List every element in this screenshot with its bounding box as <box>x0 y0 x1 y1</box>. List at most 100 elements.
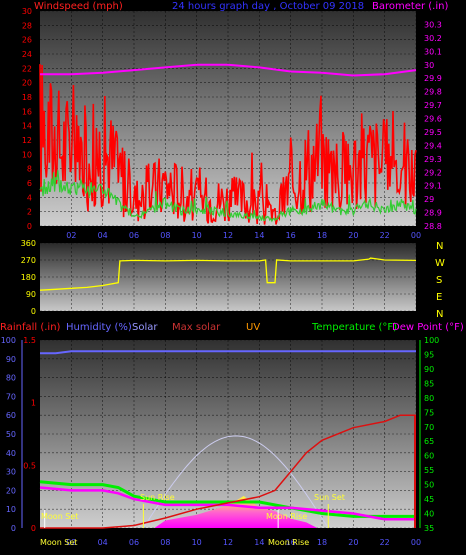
direction-tick-label: 90 <box>26 290 36 299</box>
temp-tick-label: 85 <box>424 379 434 388</box>
axis-labels: 02468101214161820222426283028.828.92929.… <box>1 7 442 547</box>
event-moon-rise: Moon Rise <box>266 512 307 521</box>
temperature-line <box>39 480 416 518</box>
wind-tick-label: 24 <box>22 50 32 59</box>
direction-tick-label: 360 <box>21 239 36 248</box>
compass-w: W <box>435 258 445 269</box>
temp-tick-label: 65 <box>424 437 434 446</box>
temp-tick-label: 100 <box>424 336 439 345</box>
baro-tick-label: 30.3 <box>424 20 442 29</box>
baro-tick-label: 29.9 <box>424 74 442 83</box>
compass-n-top: N <box>436 241 443 252</box>
x-tick-label: 00 <box>411 231 421 240</box>
climate-marks <box>39 350 416 529</box>
x-tick-label: 00 <box>411 538 421 547</box>
direction-grid <box>40 242 417 312</box>
x-tick-label: 12 <box>223 538 233 547</box>
wind-tick-label: 6 <box>27 179 32 188</box>
humidity-tick-label: 50 <box>6 430 16 439</box>
rain-tick-label: 1 <box>31 399 36 408</box>
temp-tick-label: 80 <box>424 394 434 403</box>
wind-tick-label: 26 <box>22 36 32 45</box>
wind-tick-label: 10 <box>22 150 32 159</box>
temp-tick-label: 50 <box>424 481 434 490</box>
compass-e: E <box>436 292 442 303</box>
wind-gust-line <box>39 170 417 223</box>
wind-tick-label: 30 <box>22 7 32 16</box>
wind-tick-label: 20 <box>22 79 32 88</box>
legend-temperature: Temperature (°F) <box>311 322 397 333</box>
baro-tick-label: 29.6 <box>424 115 442 124</box>
temp-tick-label: 55 <box>424 466 434 475</box>
event-moon-set-left: Moon Set <box>41 512 78 521</box>
event-moon-set-bottom: Moon Set <box>40 538 77 547</box>
solar-area <box>154 496 318 528</box>
wind-tick-label: 28 <box>22 21 32 30</box>
rain-tick-label: 0.5 <box>23 461 36 470</box>
x-tick-label: 10 <box>192 231 202 240</box>
temp-tick-label: 75 <box>424 408 434 417</box>
humidity-tick-label: 40 <box>6 449 16 458</box>
compass-n-bottom: N <box>436 309 443 320</box>
humidity-tick-label: 60 <box>6 411 16 420</box>
humidity-tick-label: 90 <box>6 355 16 364</box>
baro-tick-label: 29.4 <box>424 141 442 150</box>
x-tick-label: 06 <box>129 538 139 547</box>
compass-s: S <box>436 275 442 286</box>
baro-tick-label: 29.2 <box>424 168 442 177</box>
x-tick-label: 04 <box>98 538 108 547</box>
windspeed-line <box>39 64 417 225</box>
baro-tick-label: 29 <box>424 195 434 204</box>
humidity-tick-label: 10 <box>6 505 16 514</box>
legend-uv: UV <box>246 322 260 333</box>
x-tick-label: 14 <box>254 538 264 547</box>
humidity-tick-label: 30 <box>6 468 16 477</box>
wind-tick-label: 22 <box>22 64 32 73</box>
max-solar-line <box>142 435 329 529</box>
legend-solar: Solar <box>132 322 158 333</box>
baro-tick-label: 28.9 <box>424 209 442 218</box>
x-tick-label: 12 <box>223 231 233 240</box>
rain-tick-label: 0 <box>31 524 36 533</box>
x-tick-label: 10 <box>192 538 202 547</box>
x-tick-label: 02 <box>66 538 76 547</box>
wind-tick-label: 14 <box>22 122 32 131</box>
x-tick-label: 22 <box>380 538 390 547</box>
humidity-tick-label: 70 <box>6 392 16 401</box>
rain-tick-label: 1.5 <box>23 336 36 345</box>
temp-tick-label: 70 <box>424 423 434 432</box>
humidity-tick-label: 0 <box>11 524 16 533</box>
temp-tick-label: 95 <box>424 350 434 359</box>
baro-tick-label: 29.8 <box>424 88 442 97</box>
temp-tick-label: 90 <box>424 365 434 374</box>
event-sun-set: Sun Set <box>314 493 345 502</box>
direction-marks <box>39 257 417 291</box>
x-tick-label: 06 <box>129 231 139 240</box>
x-tick-label: 18 <box>317 538 327 547</box>
wind-tick-label: 2 <box>27 208 32 217</box>
event-moon-rise-bottom: Moon Rise <box>268 538 309 547</box>
header-barometer: Barometer (.in) <box>372 1 448 12</box>
x-tick-label: 16 <box>286 231 296 240</box>
climate-grid <box>40 339 417 529</box>
wind-tick-label: 18 <box>22 93 32 102</box>
header-windspeed: Windspeed (mph) <box>34 1 123 12</box>
x-tick-label: 02 <box>66 231 76 240</box>
legend-dewpoint: Dew Point (°F) <box>392 322 464 333</box>
x-tick-label: 20 <box>348 538 358 547</box>
dewpoint-line <box>39 486 416 521</box>
baro-tick-label: 29.3 <box>424 155 442 164</box>
event-sun-rise: Sun Rise <box>140 493 175 502</box>
x-tick-label: 08 <box>160 538 170 547</box>
humidity-tick-label: 20 <box>6 486 16 495</box>
direction-tick-label: 180 <box>21 273 36 282</box>
wind-marks <box>39 63 417 225</box>
x-tick-label: 04 <box>98 231 108 240</box>
baro-tick-label: 29.5 <box>424 128 442 137</box>
x-tick-label: 18 <box>317 231 327 240</box>
barometer-line <box>40 63 417 77</box>
wind-tick-label: 4 <box>27 193 32 202</box>
x-tick-label: 22 <box>380 231 390 240</box>
legend-rainfall: Rainfall (.in) <box>0 322 61 333</box>
